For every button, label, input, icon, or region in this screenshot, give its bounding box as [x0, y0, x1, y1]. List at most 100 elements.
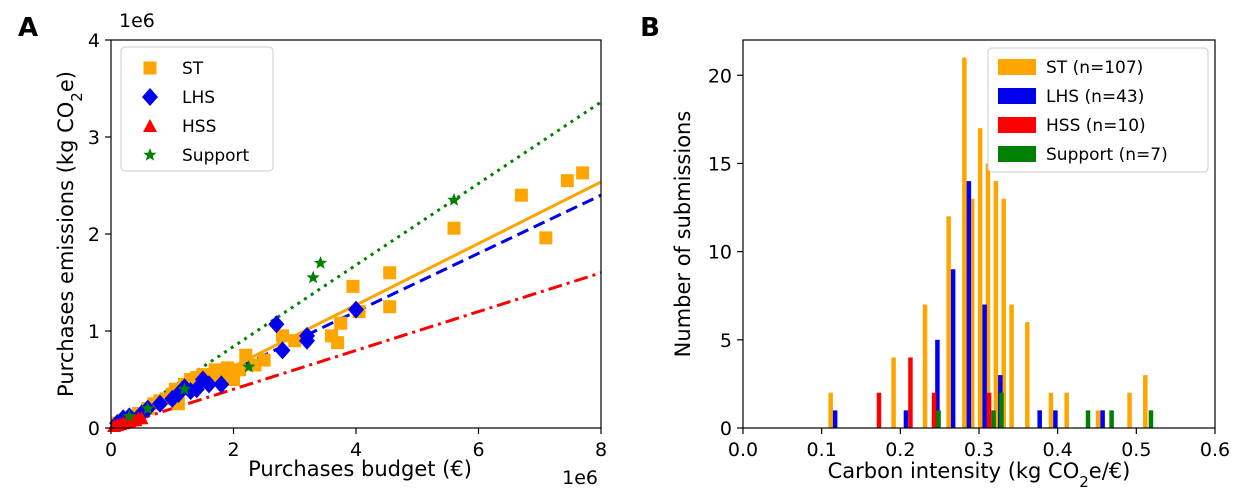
legend-a-marker-lhs	[142, 88, 158, 106]
point-lhs	[152, 394, 168, 413]
x-tick-label-b: 0.4	[1043, 439, 1073, 461]
bar-st	[1143, 375, 1148, 428]
point-lhs	[213, 375, 230, 394]
point-support	[177, 382, 192, 395]
bar-st	[1009, 304, 1014, 428]
x-tick-label-b: 0.3	[964, 439, 994, 461]
legend-a-box	[120, 46, 274, 172]
bar-st	[1127, 392, 1132, 428]
bar-support	[1148, 410, 1154, 428]
y-tick-label-b: 15	[708, 153, 732, 175]
point-st	[346, 279, 360, 293]
bar-support	[1109, 410, 1114, 428]
point-st	[447, 221, 461, 235]
bar-st	[828, 392, 833, 428]
bar-st	[922, 304, 928, 428]
point-st	[576, 166, 590, 180]
legend-b-swatch-support	[998, 146, 1036, 162]
bar-st	[1025, 322, 1030, 428]
y-tick-label-b: 10	[708, 242, 732, 264]
point-hss	[134, 411, 149, 425]
bar-lhs	[1053, 410, 1058, 428]
point-st	[539, 231, 553, 245]
point-st	[288, 334, 302, 348]
point-st	[383, 266, 397, 280]
legend-a-marker-support	[143, 148, 157, 161]
x-tick-label-a: 8	[595, 439, 607, 461]
bar-support	[999, 392, 1004, 428]
legend-b-swatch-lhs	[998, 88, 1036, 104]
point-support	[122, 409, 137, 423]
y-axis-label-a: Purchases emissions (kg CO2e)	[54, 71, 86, 397]
bar-hss	[931, 392, 937, 428]
x-tick-label-a: 0	[105, 439, 117, 461]
y-axis-label-b: Number of submissions	[671, 111, 695, 358]
x-axis-label-a: Purchases budget (€)	[248, 457, 472, 481]
bar-lhs	[982, 304, 987, 428]
bar-st	[985, 163, 991, 429]
bar-st	[1048, 392, 1054, 428]
y-tick-label-a: 4	[88, 30, 100, 52]
panel-label-a: A	[18, 13, 38, 43]
x-tick-label-b: 0.5	[1121, 439, 1151, 461]
point-st	[233, 363, 247, 377]
legend-b-label: ST (n=107)	[1046, 58, 1143, 78]
bar-st	[1001, 198, 1006, 428]
bar-st	[1095, 410, 1101, 428]
point-st	[257, 353, 271, 367]
legend-b-swatch-st	[998, 59, 1036, 75]
point-st	[514, 188, 528, 202]
x-tick-label-a: 2	[227, 439, 239, 461]
y-tick-label-a: 3	[88, 127, 100, 149]
bar-support	[1085, 410, 1091, 428]
legend-a-marker-hss	[143, 119, 157, 132]
point-support	[306, 270, 320, 284]
bar-lhs	[1100, 410, 1105, 428]
y-tick-label-b: 5	[720, 330, 732, 352]
x-axis-label-b: Carbon intensity (kg CO2e/€)	[828, 459, 1131, 491]
point-st	[276, 329, 289, 343]
bar-hss	[908, 357, 913, 428]
y-tick-label-a: 1	[88, 321, 100, 343]
fit-line-hss	[111, 271, 601, 428]
bar-hss	[876, 392, 882, 428]
x-multiplier-a: 1e6	[562, 467, 598, 489]
legend-a-label: LHS	[182, 88, 215, 108]
point-support	[141, 401, 155, 415]
bar-hss	[986, 392, 992, 428]
bar-lhs	[903, 410, 909, 428]
bar-lhs	[935, 339, 940, 428]
bar-lhs	[832, 410, 838, 428]
panel-label-b: B	[640, 13, 660, 43]
point-lhs	[274, 341, 291, 360]
x-tick-label-b: 0.6	[1200, 439, 1230, 461]
legend-b-label: LHS (n=43)	[1046, 87, 1144, 107]
bar-lhs	[1037, 410, 1042, 428]
point-support	[242, 359, 256, 373]
legend-a-label: ST	[182, 59, 204, 79]
point-st	[220, 361, 234, 375]
legend-b-box	[987, 47, 1209, 173]
y-multiplier-a: 1e6	[119, 10, 155, 32]
y-tick-label-a: 0	[88, 418, 100, 440]
y-tick-label-b: 20	[708, 65, 732, 87]
point-support	[313, 256, 328, 269]
legend-b-label: HSS (n=10)	[1046, 116, 1146, 136]
legend-a-label: HSS	[182, 117, 216, 137]
bar-st	[970, 198, 975, 428]
bar-st	[1064, 392, 1069, 428]
point-lhs	[299, 326, 315, 345]
x-tick-label-b: 0.0	[728, 439, 758, 461]
bar-st	[993, 181, 999, 428]
y-tick-label-b: 0	[720, 418, 732, 440]
x-tick-label-a: 4	[350, 439, 362, 461]
point-support	[447, 193, 461, 206]
point-lhs	[348, 300, 364, 319]
point-st	[334, 316, 348, 330]
bar-support	[936, 410, 941, 428]
x-tick-label-a: 6	[472, 439, 484, 461]
bar-st	[891, 357, 896, 428]
point-st	[560, 174, 574, 188]
